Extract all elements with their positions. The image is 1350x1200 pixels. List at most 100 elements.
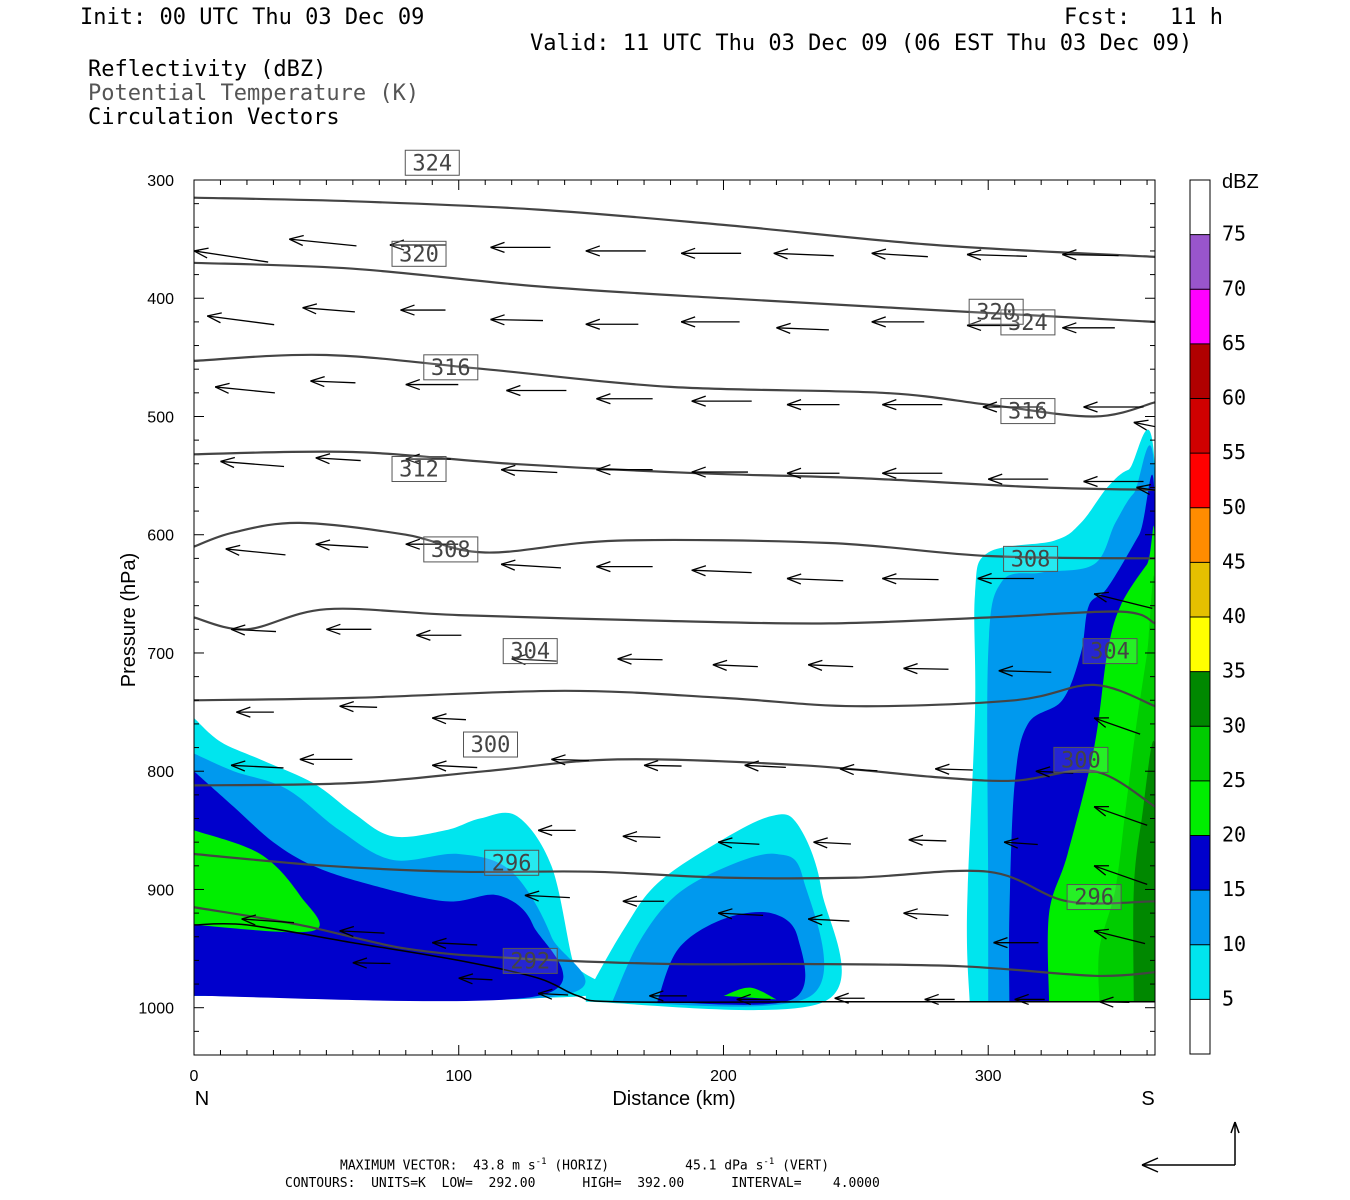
circulation-vector <box>241 914 295 926</box>
vector-head <box>506 389 521 397</box>
vector-head <box>998 665 1014 672</box>
circulation-vector <box>416 629 462 641</box>
theta-contour-312 <box>194 521 1155 560</box>
vector-head <box>230 624 246 630</box>
vector-head <box>834 992 849 999</box>
circulation-vector <box>903 908 949 920</box>
vector-head <box>1083 406 1098 413</box>
vector-head <box>691 569 706 577</box>
contour-label-304: 304 <box>510 640 550 665</box>
vector-head <box>987 478 1003 485</box>
colorbar-label: 20 <box>1222 823 1246 847</box>
circulation-vector <box>596 393 653 405</box>
y-tick-label: 900 <box>147 882 174 899</box>
vector-head <box>786 467 802 474</box>
vector-head <box>551 758 566 766</box>
vector-head <box>432 713 447 719</box>
circulation-vector <box>1093 591 1153 610</box>
theta-contour-292 <box>194 906 1155 978</box>
vector-head <box>1083 401 1098 408</box>
circulation-vector <box>834 992 865 1004</box>
circulation-vector <box>987 473 1049 485</box>
circulation-vector <box>1136 483 1155 496</box>
y-tick-label: 800 <box>147 764 174 781</box>
vector-head <box>617 658 632 665</box>
x-tick-label: 0 <box>190 1068 199 1085</box>
circulation-vector <box>490 314 544 326</box>
vector-head <box>214 386 229 394</box>
terrain-surface <box>193 922 1155 1003</box>
colorbar: 5 10 15 20 25 30 35 40 45 50 55 60 65 70 75 <box>1189 179 1246 1055</box>
circulation-vector <box>691 466 748 478</box>
vector-head <box>813 837 828 843</box>
circulation-vector <box>993 937 1039 949</box>
vector-head <box>744 764 759 772</box>
theta-contour-304 <box>194 683 1155 708</box>
vector-shaft <box>524 894 570 899</box>
contour-label-292: 292 <box>510 949 550 974</box>
vector-head <box>310 380 325 388</box>
contour-label-box <box>1066 884 1122 911</box>
vector-shaft <box>718 912 764 917</box>
circulation-vector <box>935 763 973 775</box>
vector-head <box>1093 930 1107 940</box>
vector-head <box>500 559 516 565</box>
vector-head <box>622 900 638 907</box>
circulation-vector <box>339 925 385 938</box>
vector-shaft <box>538 992 569 996</box>
vector-head <box>289 238 304 247</box>
circulation-vector <box>352 957 391 969</box>
vector-head <box>225 548 240 556</box>
circulation-vector <box>500 559 562 571</box>
vector-head <box>1099 1001 1114 1008</box>
unit-exponent: -1 <box>535 1157 547 1167</box>
vector-head <box>1062 327 1077 334</box>
circulation-vector <box>225 544 286 556</box>
vector-head <box>691 395 706 402</box>
vector-shaft <box>1004 841 1038 846</box>
vector-head <box>1003 841 1018 849</box>
forecast-hour: Fcst: 11 h <box>1064 5 1223 30</box>
vector-head <box>966 253 982 261</box>
vector-head <box>490 314 505 321</box>
reflectivity-region-30dbz <box>1133 740 1155 1002</box>
vector-head <box>230 628 246 636</box>
vector-head <box>1062 253 1077 261</box>
vector-shaft <box>215 386 275 394</box>
vector-head <box>299 758 315 766</box>
colorbar-label: 70 <box>1222 276 1246 300</box>
max-vector-horiz: MAXIMUM VECTOR: 43.8 m s <box>340 1158 536 1174</box>
vector-head <box>680 247 696 254</box>
reflectivity-region-15dbz <box>657 911 806 1005</box>
vector-head <box>786 472 802 479</box>
vector-head <box>500 563 516 571</box>
vector-head <box>1093 865 1107 876</box>
contour-label-box <box>1053 746 1109 773</box>
vector-shaft <box>1093 865 1148 886</box>
vector-head <box>871 252 886 260</box>
vector-head <box>1133 419 1149 424</box>
contour-label-304: 304 <box>1090 640 1130 665</box>
unit-exponent: -1 <box>763 1157 775 1167</box>
colorbar-label: 45 <box>1222 549 1246 573</box>
contour-label-308: 308 <box>431 538 471 563</box>
vector-head <box>230 760 246 766</box>
vector-head <box>585 250 601 257</box>
vector-head <box>302 307 317 315</box>
circulation-vector <box>712 659 758 671</box>
vector-head <box>1154 327 1155 328</box>
reference-vector <box>1141 1121 1240 1173</box>
circulation-vector <box>310 375 356 388</box>
vector-shaft <box>808 664 854 668</box>
valid-time: Valid: 11 UTC Thu 03 Dec 09 (06 EST Thu … <box>530 31 1193 56</box>
vector-head <box>596 464 611 471</box>
vector-head <box>1094 928 1109 932</box>
circulation-vector <box>977 572 1034 585</box>
circulation-vector <box>807 659 854 671</box>
vector-head <box>786 399 802 406</box>
reflectivity-shading <box>194 429 1155 1011</box>
circulation-vector <box>1014 993 1045 1006</box>
terrain-line <box>193 922 1155 1003</box>
vector-shaft <box>1093 930 1146 945</box>
